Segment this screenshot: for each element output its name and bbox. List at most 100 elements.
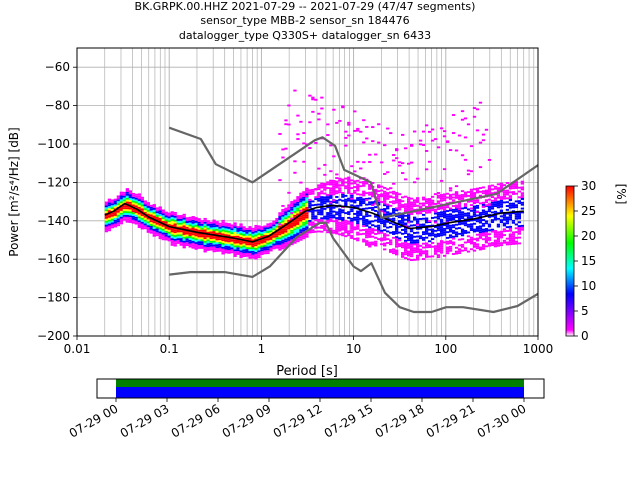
heatmap-cell bbox=[263, 240, 267, 243]
heatmap-cell bbox=[350, 187, 354, 190]
heatmap-cell bbox=[505, 212, 510, 215]
heatmap-cell bbox=[347, 213, 351, 215]
heatmap-cell bbox=[407, 216, 411, 219]
heatmap-cell bbox=[344, 200, 348, 203]
heatmap-cell bbox=[377, 213, 381, 216]
heatmap-cell bbox=[517, 190, 522, 193]
heatmap-cell bbox=[113, 215, 118, 218]
heatmap-cell bbox=[389, 249, 393, 251]
heatmap-cell bbox=[409, 207, 414, 210]
heatmap-cell bbox=[505, 201, 510, 204]
heatmap-cell bbox=[281, 232, 285, 234]
heatmap-cell bbox=[134, 213, 138, 215]
heatmap-cell bbox=[176, 228, 180, 231]
heatmap-cell bbox=[338, 208, 342, 211]
heatmap-cell bbox=[302, 225, 306, 228]
heatmap-cell bbox=[490, 228, 495, 231]
heatmap-cell bbox=[362, 161, 366, 164]
heatmap-cell bbox=[140, 200, 144, 203]
heatmap-cell bbox=[260, 233, 264, 236]
heatmap-cell bbox=[341, 228, 345, 231]
heatmap-cell bbox=[128, 201, 132, 204]
heatmap-cell bbox=[125, 191, 129, 194]
heatmap-cell bbox=[493, 230, 498, 232]
heatmap-cell bbox=[254, 228, 258, 231]
heatmap-cell bbox=[454, 233, 459, 236]
heatmap-cell bbox=[395, 245, 399, 248]
heatmap-cell bbox=[415, 250, 420, 253]
heatmap-cell bbox=[305, 191, 309, 194]
heatmap-cell bbox=[421, 198, 426, 201]
heatmap-cell bbox=[296, 217, 300, 220]
heatmap-cell bbox=[290, 239, 294, 242]
x-axis-label: Period [s] bbox=[276, 364, 338, 379]
heatmap-cell bbox=[430, 199, 435, 202]
heatmap-cell bbox=[520, 228, 525, 231]
heatmap-cell bbox=[409, 249, 414, 252]
heatmap-cell bbox=[125, 220, 129, 223]
heatmap-cell bbox=[371, 231, 375, 234]
heatmap-cell bbox=[401, 229, 405, 231]
heatmap-cell bbox=[206, 225, 210, 228]
heatmap-cell bbox=[278, 214, 282, 217]
heatmap-cell bbox=[463, 136, 468, 139]
heatmap-cell bbox=[158, 231, 162, 234]
heatmap-cell bbox=[365, 182, 369, 185]
heatmap-cell bbox=[380, 208, 384, 211]
heatmap-cell bbox=[353, 191, 357, 194]
heatmap-cell bbox=[457, 252, 462, 255]
heatmap-cell bbox=[296, 211, 300, 214]
heatmap-cell bbox=[478, 246, 483, 249]
heatmap-cell bbox=[445, 215, 450, 218]
heatmap-cell bbox=[290, 226, 294, 228]
heatmap-cell bbox=[350, 221, 354, 224]
heatmap-cell bbox=[335, 201, 339, 204]
heatmap-cell bbox=[332, 179, 336, 182]
heatmap-cell bbox=[347, 197, 351, 200]
heatmap-cell bbox=[167, 239, 171, 242]
heatmap-cell bbox=[380, 185, 384, 188]
heatmap-cell bbox=[475, 108, 480, 111]
heatmap-cell bbox=[475, 187, 480, 190]
heatmap-cell bbox=[224, 226, 228, 229]
heatmap-cell bbox=[263, 235, 267, 237]
heatmap-cell bbox=[412, 247, 417, 250]
heatmap-cell bbox=[350, 223, 354, 226]
heatmap-cell bbox=[209, 223, 213, 226]
heatmap-cell bbox=[508, 206, 513, 209]
heatmap-cell bbox=[269, 222, 273, 225]
heatmap-cell bbox=[433, 251, 438, 253]
heatmap-cell bbox=[107, 221, 112, 224]
heatmap-cell bbox=[257, 246, 261, 249]
heatmap-cell bbox=[460, 243, 465, 246]
heatmap-cell bbox=[149, 210, 153, 213]
heatmap-cell bbox=[433, 208, 438, 211]
heatmap-cell bbox=[254, 244, 258, 247]
heatmap-cell bbox=[398, 206, 402, 209]
heatmap-cell bbox=[131, 214, 135, 216]
heatmap-cell bbox=[481, 205, 486, 208]
heatmap-cell bbox=[469, 207, 474, 210]
heatmap-cell bbox=[131, 210, 135, 213]
heatmap-cell bbox=[395, 249, 399, 252]
heatmap-cell bbox=[386, 205, 390, 208]
heatmap-cell bbox=[392, 231, 396, 234]
heatmap-cell bbox=[275, 246, 279, 249]
heatmap-cell bbox=[305, 231, 309, 234]
heatmap-cell bbox=[104, 222, 109, 225]
heatmap-cell bbox=[251, 239, 255, 242]
heatmap-cell bbox=[335, 213, 339, 216]
heatmap-cell bbox=[200, 246, 204, 249]
heatmap-cell bbox=[158, 210, 162, 213]
heatmap-cell bbox=[257, 240, 261, 243]
heatmap-cell bbox=[203, 231, 207, 234]
heatmap-cell bbox=[436, 235, 441, 237]
heatmap-cell bbox=[158, 237, 162, 240]
heatmap-cell bbox=[418, 202, 423, 205]
heatmap-cell bbox=[242, 232, 246, 234]
heatmap-cell bbox=[368, 241, 372, 244]
heatmap-cell bbox=[206, 231, 210, 234]
heatmap-cell bbox=[520, 211, 525, 214]
heatmap-cell bbox=[188, 236, 192, 238]
heatmap-cell bbox=[104, 209, 109, 212]
